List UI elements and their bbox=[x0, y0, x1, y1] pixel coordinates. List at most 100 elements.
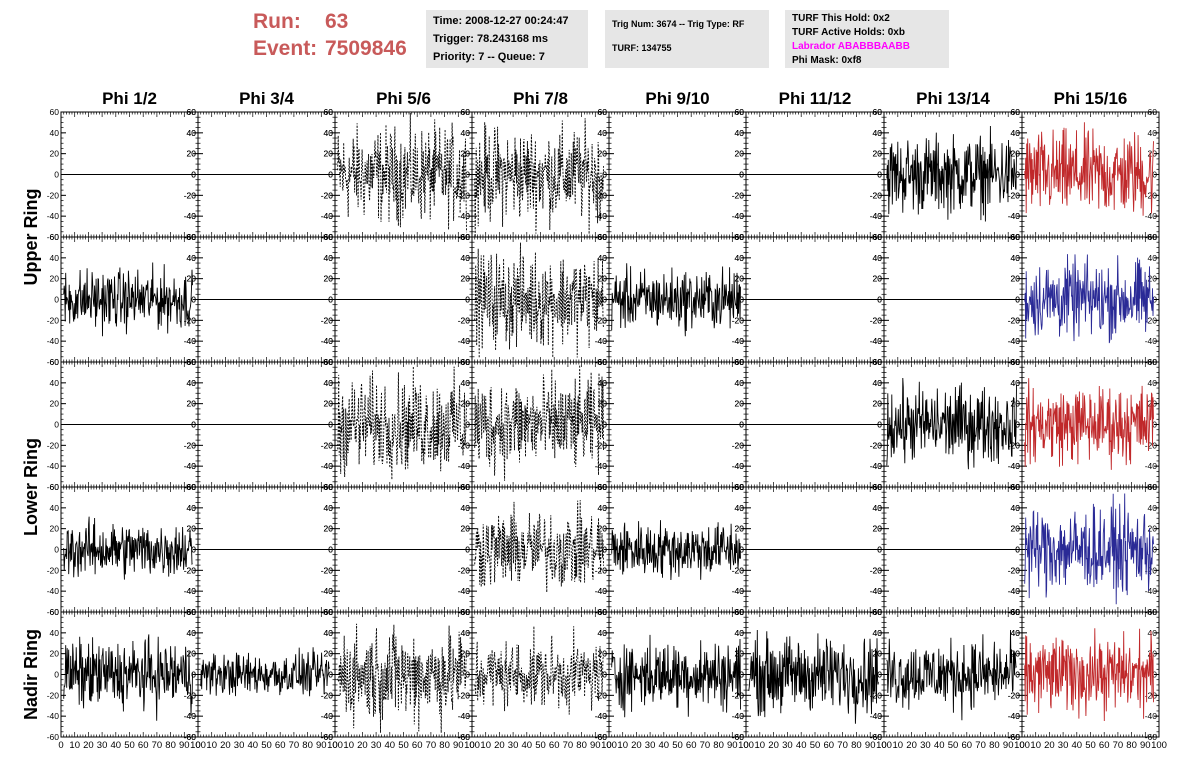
y-tick-label: 60 bbox=[1011, 232, 1021, 242]
y-tick-label: -40 bbox=[732, 336, 745, 346]
y-tick-label: 60 bbox=[873, 232, 883, 242]
phi-mask-text: Phi Mask: 0xf8 bbox=[792, 55, 862, 66]
y-tick-label: 40 bbox=[1148, 128, 1158, 138]
y-tick-label: 40 bbox=[461, 253, 471, 263]
y-tick-label: 60 bbox=[598, 232, 608, 242]
event-label: Event: bbox=[253, 37, 318, 60]
y-tick-label: 0 bbox=[54, 420, 59, 430]
y-tick-label: 0 bbox=[602, 420, 607, 430]
y-tick-label: 0 bbox=[1015, 420, 1020, 430]
column-header-5: Phi 9/10 bbox=[645, 89, 709, 108]
y-tick-label: 0 bbox=[739, 295, 744, 305]
y-tick-label: 20 bbox=[598, 149, 608, 159]
y-tick-label: 60 bbox=[50, 232, 60, 242]
y-tick-label: 60 bbox=[1011, 107, 1021, 117]
y-tick-label: -20 bbox=[870, 190, 883, 200]
y-tick-label: -40 bbox=[458, 336, 471, 346]
y-tick-label: -40 bbox=[321, 211, 334, 221]
column-header-6: Phi 11/12 bbox=[779, 89, 852, 108]
y-tick-label: 40 bbox=[50, 128, 60, 138]
trig-text: Trig Num: 3674 -- Trig Type: RF bbox=[612, 19, 745, 29]
y-tick-label: 60 bbox=[735, 357, 745, 367]
y-tick-label: -40 bbox=[595, 461, 608, 471]
y-tick-label: 60 bbox=[598, 482, 608, 492]
y-tick-label: -40 bbox=[184, 211, 197, 221]
y-tick-label: 40 bbox=[50, 378, 60, 388]
y-tick-label: 20 bbox=[50, 274, 60, 284]
y-tick-label: 0 bbox=[1015, 170, 1020, 180]
turf-text: TURF: 134755 bbox=[612, 43, 672, 53]
y-tick-label: 40 bbox=[324, 503, 334, 513]
y-tick-label: 20 bbox=[735, 149, 745, 159]
column-header-7: Phi 13/14 bbox=[916, 89, 990, 108]
y-tick-label: -40 bbox=[1145, 336, 1158, 346]
y-tick-label: 40 bbox=[873, 128, 883, 138]
y-tick-label: 20 bbox=[187, 399, 197, 409]
y-tick-label: 40 bbox=[598, 128, 608, 138]
y-tick-label: 60 bbox=[324, 482, 334, 492]
y-tick-label: 0 bbox=[739, 295, 744, 305]
y-tick-label: 20 bbox=[1011, 149, 1021, 159]
y-tick-label: 60 bbox=[1011, 357, 1021, 367]
y-tick-label: -40 bbox=[184, 211, 197, 221]
y-tick-label: 0 bbox=[1152, 420, 1157, 430]
y-tick-label: 0 bbox=[465, 545, 470, 555]
y-tick-label: -40 bbox=[1008, 336, 1021, 346]
y-tick-label: 20 bbox=[461, 149, 471, 159]
y-tick-label: 0 bbox=[328, 545, 333, 555]
y-tick-label: 20 bbox=[324, 274, 334, 284]
y-tick-label: -40 bbox=[321, 336, 334, 346]
y-tick-label: -20 bbox=[870, 190, 883, 200]
y-tick-label: 60 bbox=[461, 357, 471, 367]
y-tick-label: 20 bbox=[1011, 149, 1021, 159]
waveform-solid bbox=[611, 263, 741, 337]
y-tick-label: 20 bbox=[1011, 399, 1021, 409]
y-tick-label: -40 bbox=[595, 211, 608, 221]
y-tick-label: -20 bbox=[321, 190, 334, 200]
y-tick-label: 0 bbox=[191, 295, 196, 305]
y-tick-label: 0 bbox=[877, 170, 882, 180]
y-tick-label: 40 bbox=[461, 378, 471, 388]
y-tick-label: -60 bbox=[47, 607, 60, 617]
y-tick-label: 60 bbox=[187, 107, 197, 117]
priority-text: Priority: 7 -- Queue: 7 bbox=[433, 51, 545, 63]
y-tick-label: -20 bbox=[595, 190, 608, 200]
turf-hold-text: TURF This Hold: 0x2 bbox=[792, 13, 890, 24]
y-tick-label: -40 bbox=[1008, 461, 1021, 471]
y-tick-label: -40 bbox=[458, 211, 471, 221]
y-tick-label: 20 bbox=[461, 274, 471, 284]
waveform-solid bbox=[886, 377, 1017, 470]
y-tick-label: 20 bbox=[324, 524, 334, 534]
y-tick-label: 40 bbox=[324, 378, 334, 388]
y-tick-label: 0 bbox=[602, 295, 607, 305]
y-tick-label: -20 bbox=[321, 440, 334, 450]
y-tick-label: 60 bbox=[187, 357, 197, 367]
y-tick-label: 40 bbox=[50, 253, 60, 263]
y-tick-label: 60 bbox=[735, 232, 745, 242]
y-tick-label: 0 bbox=[191, 545, 196, 555]
y-tick-label: -40 bbox=[47, 211, 60, 221]
y-tick-label: 20 bbox=[187, 524, 197, 534]
y-tick-label: 20 bbox=[324, 149, 334, 159]
y-tick-label: 0 bbox=[1152, 295, 1157, 305]
y-tick-label: 20 bbox=[1011, 274, 1021, 284]
y-tick-label: -40 bbox=[321, 211, 334, 221]
y-tick-label: -20 bbox=[184, 565, 197, 575]
y-tick-label: 0 bbox=[465, 170, 470, 180]
y-tick-label: 20 bbox=[324, 149, 334, 159]
y-tick-label: -40 bbox=[732, 336, 745, 346]
y-tick-label: 60 bbox=[461, 107, 471, 117]
y-tick-label: 40 bbox=[324, 253, 334, 263]
y-tick-label: -60 bbox=[47, 357, 60, 367]
y-tick-label: -20 bbox=[184, 315, 197, 325]
y-tick-label: -20 bbox=[870, 440, 883, 450]
ring-label-3: Nadir Ring bbox=[21, 629, 41, 720]
y-tick-label: -40 bbox=[321, 586, 334, 596]
y-tick-label: 20 bbox=[598, 399, 608, 409]
y-tick-label: 20 bbox=[50, 524, 60, 534]
ring-label-1: Upper Ring bbox=[21, 189, 41, 286]
y-tick-label: -40 bbox=[1145, 211, 1158, 221]
y-tick-label: -40 bbox=[321, 461, 334, 471]
y-tick-label: -20 bbox=[184, 440, 197, 450]
y-tick-label: 40 bbox=[598, 253, 608, 263]
